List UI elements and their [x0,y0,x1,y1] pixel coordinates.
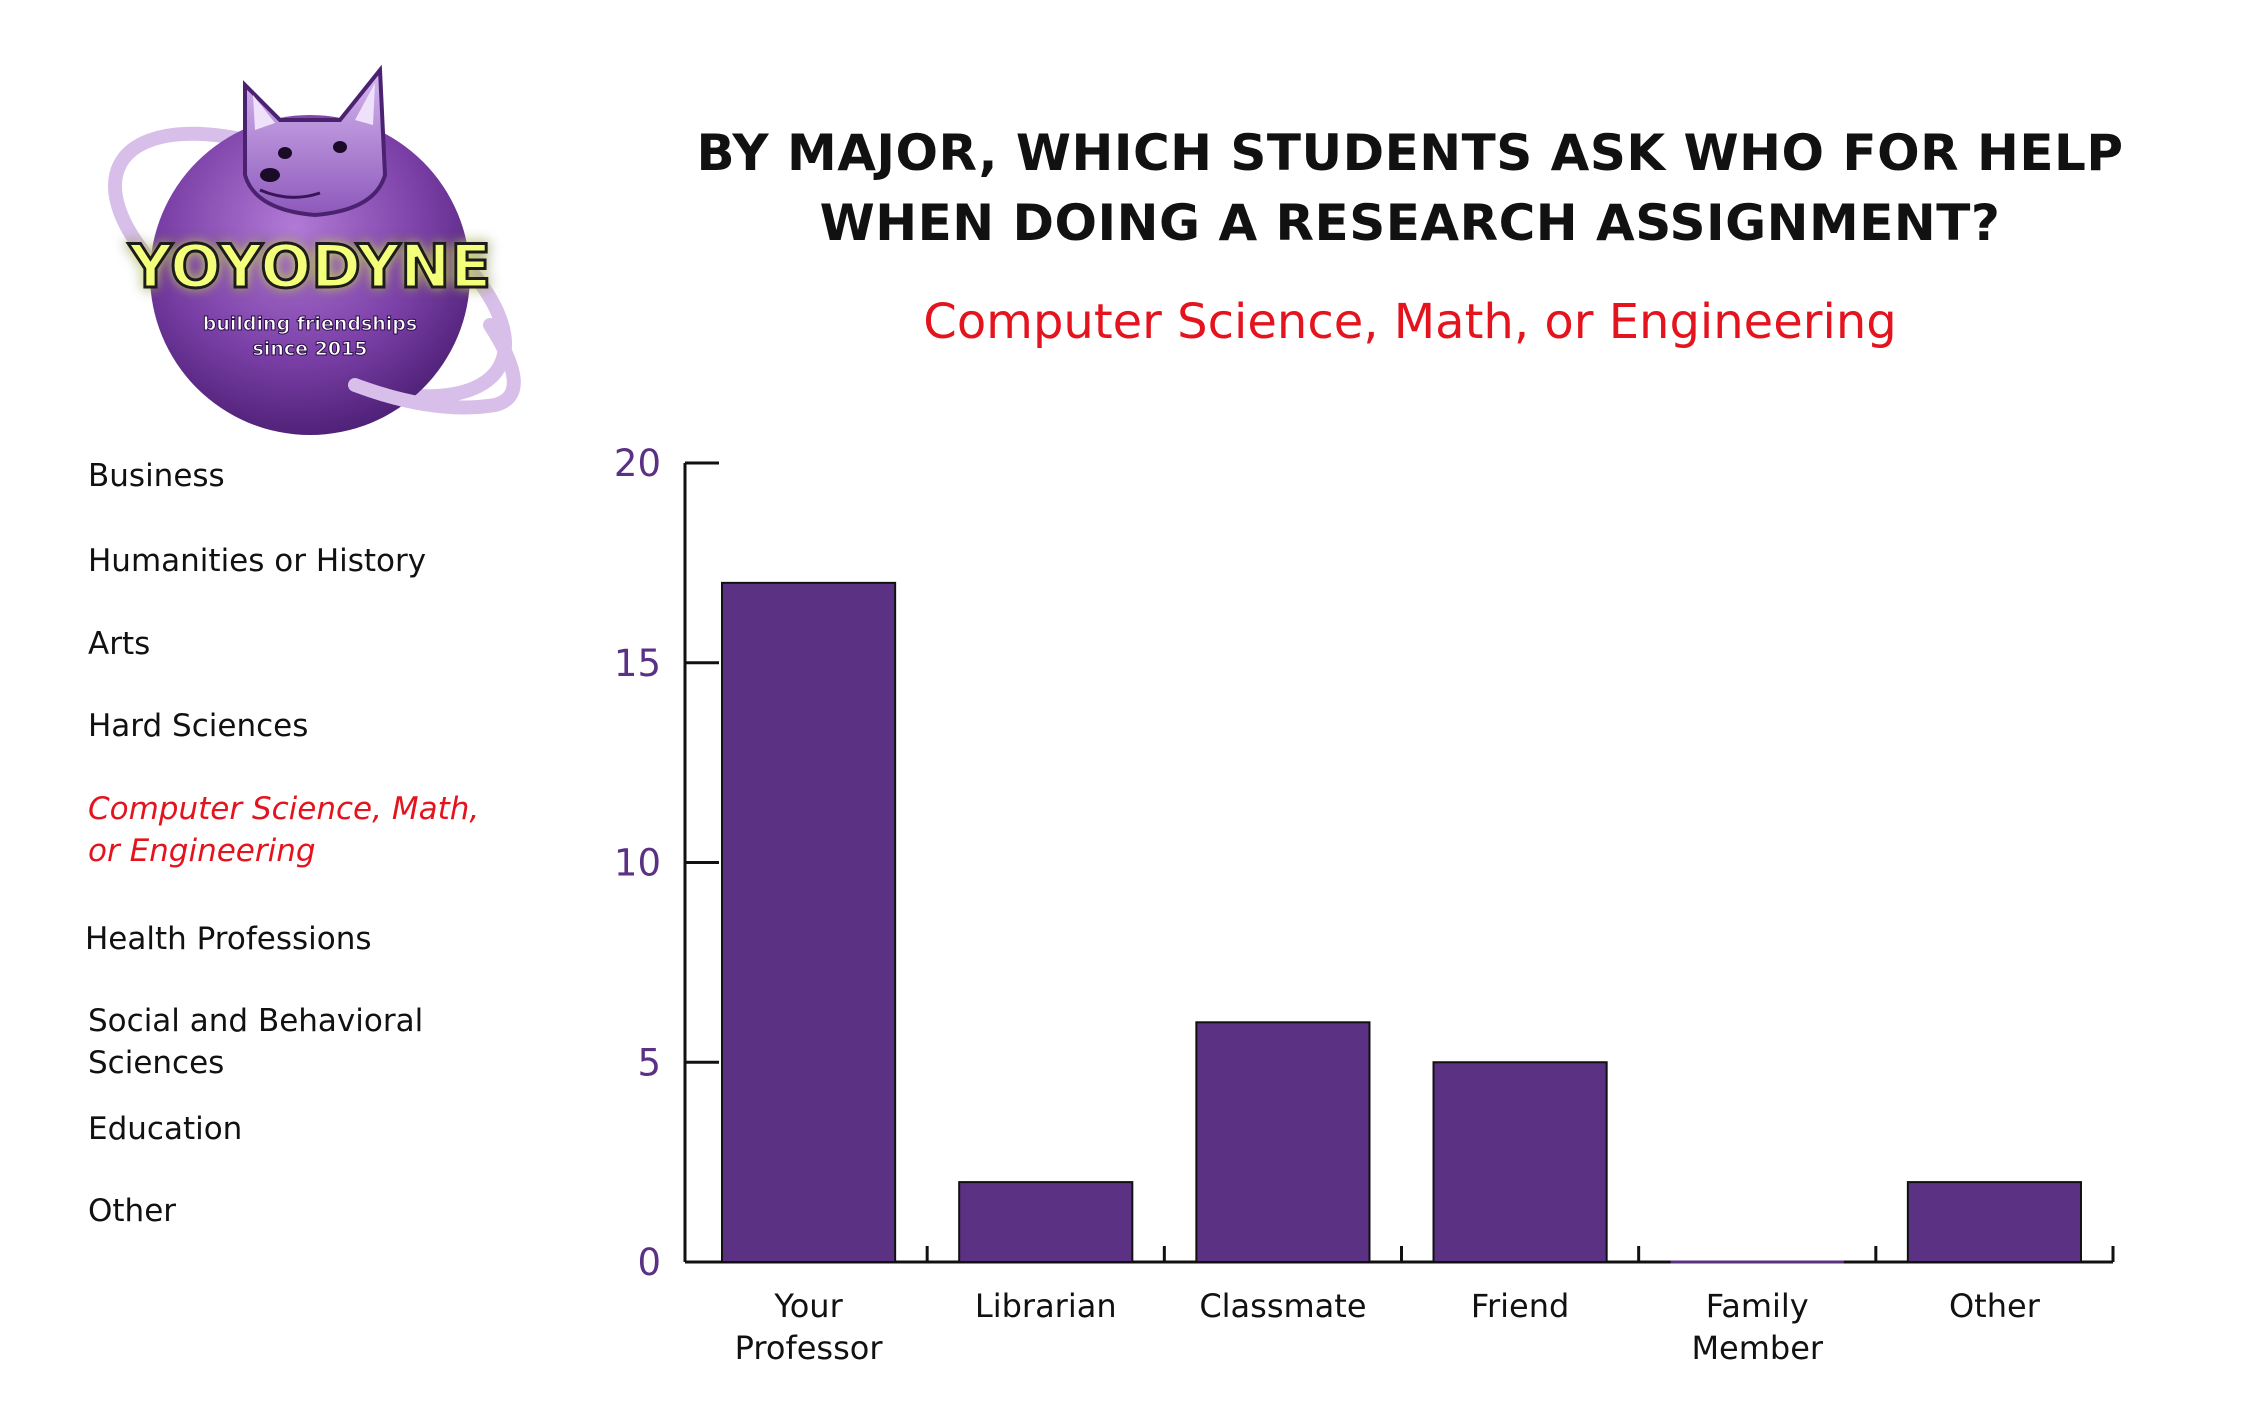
y-tick-label: 5 [637,1041,661,1084]
logo-tagline-2: since 2015 [253,338,368,360]
x-tick-label: Classmate [1199,1287,1366,1325]
nav-item-arts[interactable]: Arts [88,623,568,665]
bar [958,1181,1134,1263]
yoyodyne-logo: YOYODYNE building friendships since 2015 [107,64,521,435]
nav-item-education[interactable]: Education [88,1108,568,1150]
nav-item-label: Social and Behavioral [88,1003,424,1039]
bar [721,581,897,1263]
nav-item-label: Arts [88,626,151,662]
title-line-1: BY MAJOR, WHICH STUDENTS ASK WHO FOR HEL… [696,124,2124,182]
y-axis: 0 5 10 15 20 [614,442,719,1284]
nav-item-label: Computer Science, Math, [88,791,480,827]
planet-shape [150,115,470,435]
x-tick-label: Your Professor [735,1287,884,1367]
nav-item-health-professions[interactable]: Health Professions [85,918,565,960]
nav-item-label: Business [88,458,225,494]
nav-item-label: Hard Sciences [88,708,309,744]
ring-front [348,318,521,415]
page-title: BY MAJOR, WHICH STUDENTS ASK WHO FOR HEL… [640,118,2180,258]
nav-item-humanities-or-history[interactable]: Humanities or History [88,540,568,582]
doge-icon [243,64,388,218]
bar [1906,1181,2082,1263]
nav-item-social-and-behavioral-sciences[interactable]: Social and Behavioral Sciences [88,1000,568,1084]
y-tick-label: 15 [614,642,661,685]
title-line-2: WHEN DOING A RESEARCH ASSIGNMENT? [819,194,2001,252]
bars [721,581,2082,1264]
logo-wordmark: YOYODYNE [128,232,492,302]
x-axis [685,1246,2115,1264]
nav-item-label: Humanities or History [88,543,427,579]
bar [1432,1061,1608,1263]
y-tick-label: 20 [614,442,661,485]
x-tick-label: Other [1949,1287,2041,1325]
y-tick-label: 0 [637,1241,661,1284]
nav-item-business[interactable]: Business [88,455,568,497]
nav-item-label: Sciences [88,1045,225,1081]
x-tick-label: Family Member [1691,1287,1823,1367]
logo-tagline-1: building friendships [203,313,417,335]
chart-subtitle: Computer Science, Math, or Engineering [923,294,1897,350]
x-tick-label: Friend [1471,1287,1569,1325]
nav-item-label: Other [88,1193,177,1229]
nav-item-label: Health Professions [85,921,372,957]
category-labels: Your Professor Librarian Classmate Friend Fam… [735,1287,2041,1367]
nav-item-label: or Engineering [88,833,316,869]
nav-item-other[interactable]: Other [88,1190,568,1232]
nav-item-hard-sciences[interactable]: Hard Sciences [88,705,568,747]
bar [1195,1021,1371,1263]
nav-item-label: Education [88,1111,243,1147]
x-tick-label: Librarian [975,1287,1117,1325]
nav-item-computer-science-math-engineering[interactable]: Computer Science, Math, or Engineering [88,788,568,872]
y-tick-label: 10 [614,842,661,885]
